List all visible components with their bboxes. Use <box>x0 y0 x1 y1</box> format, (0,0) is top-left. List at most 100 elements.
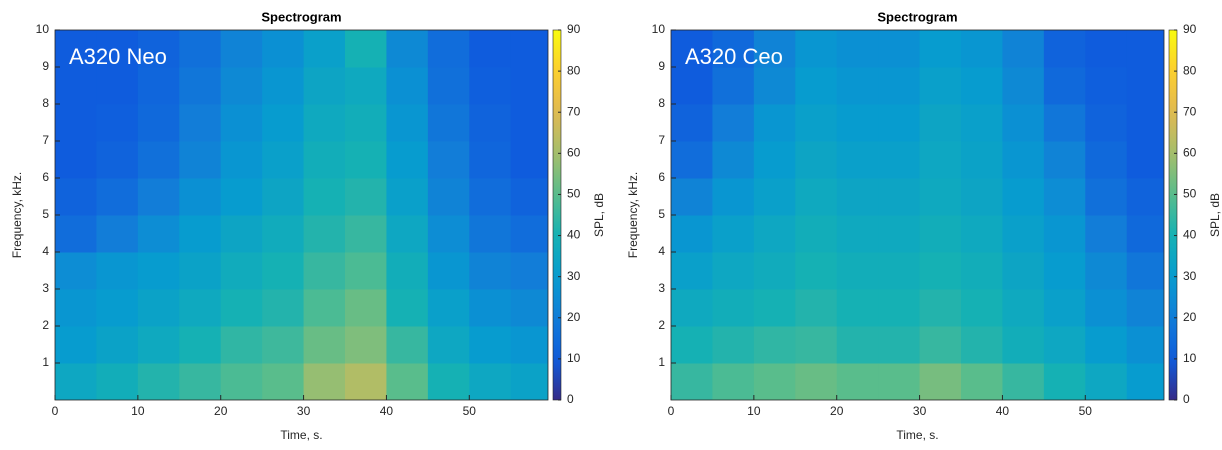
y-tick-label: 10 <box>36 22 50 36</box>
heat-cell <box>671 363 713 400</box>
y-tick-label: 9 <box>658 59 665 73</box>
y-axis-label: Frequency, kHz. <box>626 172 640 258</box>
y-tick-label: 9 <box>42 59 49 73</box>
heat-cell <box>510 178 548 216</box>
heat-cell <box>919 289 962 327</box>
heat-cell <box>345 326 387 364</box>
colorbar <box>552 29 562 401</box>
heat-cell <box>836 215 879 253</box>
colorbar-tick-label: 0 <box>567 392 574 406</box>
heat-cell <box>220 178 263 216</box>
heat-cell <box>919 363 962 400</box>
x-axis-label: Time, s. <box>896 428 938 442</box>
heat-cell <box>1002 141 1045 179</box>
heat-cell <box>1126 289 1164 327</box>
heat-cell <box>795 178 838 216</box>
heat-cell <box>753 289 796 327</box>
colorbar-tick-label: 10 <box>567 351 581 365</box>
heat-cell <box>753 326 796 364</box>
colorbar-tick-label: 20 <box>567 310 581 324</box>
heat-cell <box>753 252 796 290</box>
colorbar-tick-label: 80 <box>1183 63 1197 77</box>
heat-cell <box>753 30 796 68</box>
heat-cell <box>179 215 222 253</box>
colorbar-label: SPL, dB <box>1208 193 1222 237</box>
heat-cell <box>55 67 97 105</box>
heat-cell <box>836 289 879 327</box>
heat-cell <box>919 30 962 68</box>
x-tick-label: 10 <box>131 404 145 418</box>
heat-cell <box>179 104 222 142</box>
heat-cell <box>262 289 305 327</box>
y-tick-label: 8 <box>658 96 665 110</box>
heat-cell <box>1002 67 1045 105</box>
heat-cell <box>1043 215 1086 253</box>
heat-cell <box>262 104 305 142</box>
heat-cell <box>386 363 429 400</box>
heat-cell <box>878 252 921 290</box>
heat-cell <box>712 215 755 253</box>
heat-cell <box>303 30 346 68</box>
heat-cell <box>1085 326 1128 364</box>
heat-cell <box>1002 289 1045 327</box>
heat-cell <box>96 215 139 253</box>
heat-cell <box>303 363 346 400</box>
heat-cell <box>262 215 305 253</box>
heat-cell <box>386 326 429 364</box>
heat-cell <box>262 252 305 290</box>
heat-cell <box>96 30 139 68</box>
heat-cell <box>55 104 97 142</box>
heat-cell <box>1126 252 1164 290</box>
y-tick-label: 6 <box>658 170 665 184</box>
heat-cell <box>427 141 470 179</box>
heat-cell <box>96 178 139 216</box>
heat-cell <box>137 326 180 364</box>
heat-cell <box>1085 141 1128 179</box>
heat-cell <box>510 141 548 179</box>
heat-cell <box>671 252 713 290</box>
heat-cell <box>712 289 755 327</box>
heat-cell <box>753 104 796 142</box>
heat-cell <box>961 141 1003 179</box>
heat-cell <box>795 252 838 290</box>
heat-cell <box>55 30 97 68</box>
heat-cell <box>96 252 139 290</box>
heat-cell <box>753 363 796 400</box>
heat-cell <box>345 215 387 253</box>
colorbar-tick-label: 90 <box>567 22 581 36</box>
heat-cell <box>919 141 962 179</box>
heat-cell <box>345 141 387 179</box>
colorbar-tick-label: 30 <box>1183 269 1197 283</box>
heat-cell <box>220 104 263 142</box>
heat-cell <box>878 67 921 105</box>
heat-cell <box>712 363 755 400</box>
colorbar-tick-label: 60 <box>567 146 581 160</box>
heat-cell <box>795 141 838 179</box>
heat-cell <box>220 67 263 105</box>
heat-cell <box>469 104 512 142</box>
heat-cell <box>55 141 97 179</box>
heat-cell <box>510 326 548 364</box>
heat-cell <box>427 252 470 290</box>
heat-cell <box>795 326 838 364</box>
y-tick-label: 3 <box>42 281 49 295</box>
heat-cell <box>345 67 387 105</box>
heat-cell <box>303 289 346 327</box>
heat-cell <box>1043 363 1086 400</box>
heat-cell <box>55 215 97 253</box>
heat-cell <box>671 141 713 179</box>
heat-cell <box>220 289 263 327</box>
heat-cell <box>427 289 470 327</box>
heat-cell <box>878 363 921 400</box>
y-tick-label: 6 <box>42 170 49 184</box>
heat-cell <box>753 215 796 253</box>
heat-cell <box>919 178 962 216</box>
x-tick-label: 20 <box>830 404 844 418</box>
y-tick-label: 4 <box>42 244 49 258</box>
heat-cell <box>469 30 512 68</box>
heat-cell <box>878 289 921 327</box>
heat-cell <box>262 363 305 400</box>
heat-cell <box>427 363 470 400</box>
heat-cell <box>345 289 387 327</box>
heat-cell <box>671 178 713 216</box>
